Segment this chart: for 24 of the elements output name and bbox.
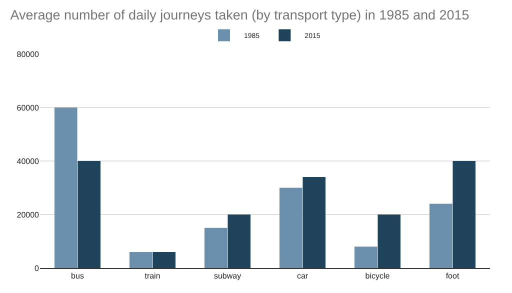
- bar: [302, 177, 326, 268]
- y-tick-label: 60000: [16, 103, 40, 112]
- bar: [452, 161, 476, 268]
- bar: [429, 204, 452, 268]
- x-tick-label: bus: [71, 272, 84, 281]
- y-tick-label: 80000: [16, 50, 40, 59]
- y-tick-label: 20000: [16, 210, 40, 220]
- x-tick-label: bicycle: [365, 272, 390, 281]
- x-tick-label: train: [144, 272, 160, 281]
- bar: [354, 246, 378, 268]
- bar: [228, 214, 251, 268]
- bar: [129, 252, 152, 268]
- bar: [78, 161, 101, 268]
- y-tick-label: 0: [34, 264, 40, 273]
- x-tick-label: car: [296, 272, 308, 281]
- y-tick-label: 40000: [16, 156, 40, 166]
- chart-title: Average number of daily journeys taken (by transport type) in 1985 and 2015: [10, 8, 470, 23]
- x-tick-label: subway: [214, 272, 242, 281]
- bar: [152, 252, 176, 268]
- bar: [279, 188, 302, 268]
- bar: [204, 228, 228, 268]
- bar: [378, 214, 401, 268]
- bar: [54, 108, 78, 268]
- x-tick-label: foot: [446, 272, 460, 281]
